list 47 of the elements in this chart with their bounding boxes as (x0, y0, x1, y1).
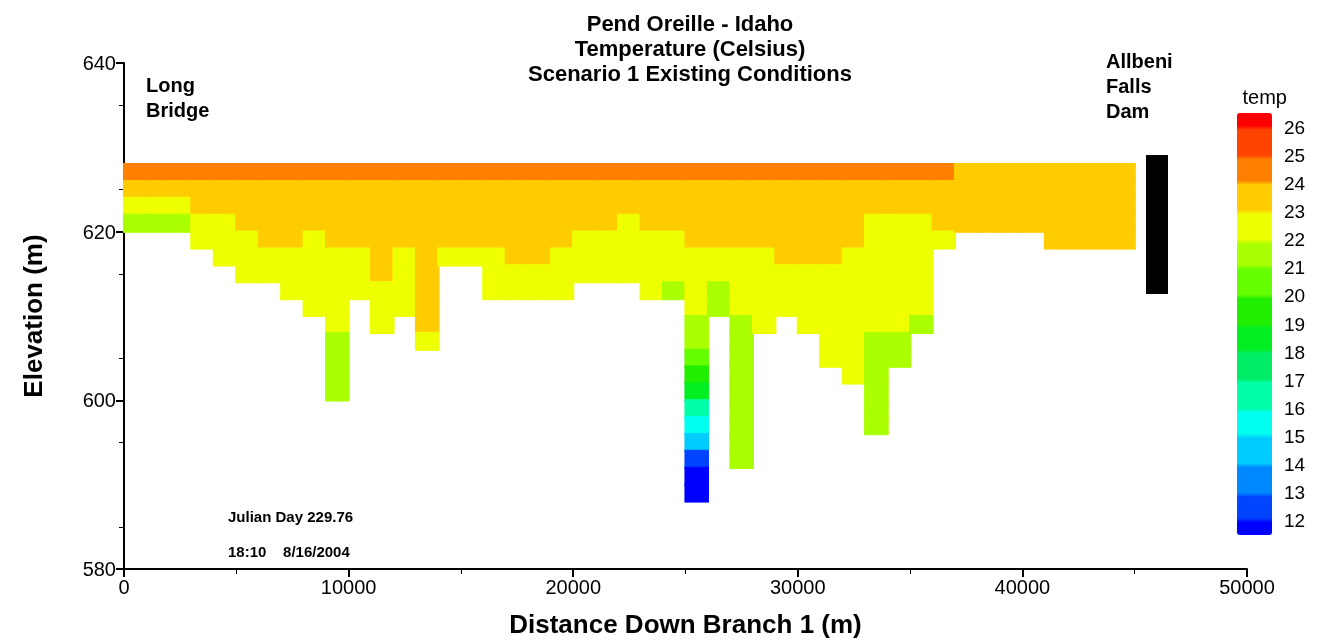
point (819, 348, 844, 368)
x-tick-label: 40000 (994, 576, 1051, 598)
point (976, 213, 1001, 233)
x-tick-label: 20000 (545, 576, 602, 598)
color-bar-label: 15 (1284, 426, 1306, 448)
y-tick-label: 620 (82, 220, 116, 243)
point (751, 314, 777, 335)
point (1043, 230, 1069, 250)
x-tick-label: 50000 (1219, 576, 1275, 598)
annotation: Julian Day 229.76 (228, 507, 354, 525)
color-bar-label: 22 (1284, 229, 1306, 251)
point (729, 449, 754, 469)
x-axis-title: Distance Down Branch 1 (m) (509, 609, 862, 639)
color-bar-label: 17 (1284, 369, 1306, 391)
y-axis-title: Elevation (m) (18, 234, 48, 398)
annotation: Long Bridge (146, 73, 210, 121)
color-bar-label: 19 (1284, 313, 1306, 335)
color-bar-label: 20 (1284, 285, 1306, 307)
color-bar-label: 13 (1284, 482, 1306, 504)
x-tick-label: 30000 (769, 576, 826, 598)
point (684, 483, 709, 503)
color-bar-title: temp (1242, 86, 1287, 108)
point (639, 281, 665, 301)
point (617, 264, 642, 284)
y-tick-label: 580 (82, 558, 116, 580)
color-bar-label: 25 (1284, 144, 1306, 166)
color-bar-label: 18 (1284, 341, 1306, 363)
color-bar-label: 12 (1284, 510, 1306, 532)
point (1088, 230, 1114, 250)
chart-title: Pend Oreille - Idaho Temperature (Celsius) Scenario 1 Existing Conditions (528, 11, 852, 86)
x-tick-label: 10000 (320, 576, 377, 598)
color-bar-label: 24 (1284, 172, 1306, 194)
color-bar-label: 23 (1284, 200, 1306, 222)
point (841, 365, 867, 385)
point (212, 247, 238, 267)
point (1021, 213, 1046, 233)
point (1066, 230, 1091, 250)
color-bar-label: 14 (1284, 454, 1306, 476)
annotation: Allbeni Falls Dam (1106, 49, 1179, 122)
color-bar-label: 21 (1284, 257, 1306, 279)
y-tick-label: 600 (82, 389, 116, 412)
x-tick-label: 0 (118, 576, 130, 598)
color-bar-label: 16 (1284, 397, 1306, 419)
y-tick-label: 640 (82, 52, 116, 74)
color-bar-label: 26 (1284, 116, 1306, 138)
annotation: 18:10 8/16/2004 (228, 542, 351, 560)
point (1111, 230, 1136, 250)
